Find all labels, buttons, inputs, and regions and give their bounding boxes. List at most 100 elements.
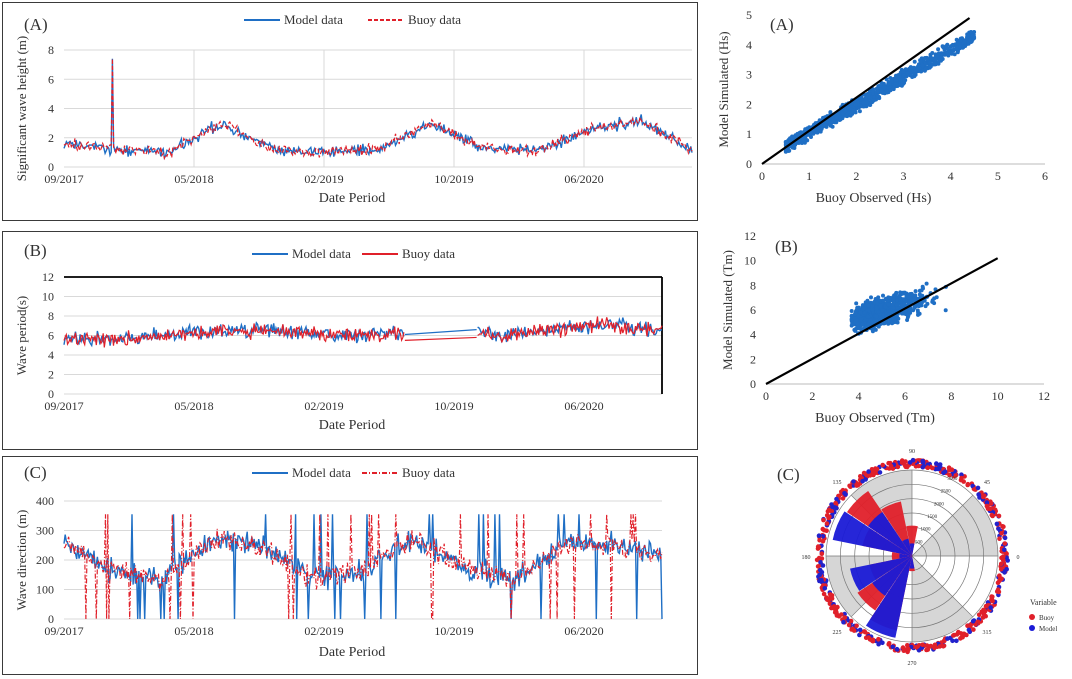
y-axis-title: Significant wave height (m) — [14, 36, 29, 182]
polar-rim-point — [981, 494, 986, 500]
scatter-point — [894, 75, 899, 80]
polar-radial-label: 3000 — [947, 477, 958, 482]
polar-rim-point — [824, 595, 829, 600]
scatter-point — [861, 306, 866, 311]
polar-rim-point — [816, 533, 822, 538]
scatter-point — [913, 68, 918, 73]
polar-rim-point — [954, 638, 959, 644]
panel-label: (B) — [24, 241, 47, 260]
scatter-point — [877, 84, 882, 88]
scatter-point — [874, 307, 879, 311]
polar-rim-point — [996, 589, 1002, 595]
polar-rim-point — [989, 501, 994, 506]
scatter-point — [905, 71, 910, 76]
y-tick-label: 200 — [36, 553, 54, 567]
scatter-point — [899, 303, 904, 308]
polar-rim-point — [932, 642, 938, 648]
legend-buoy-label: Buoy data — [402, 465, 455, 480]
x-tick-label: 05/2018 — [174, 399, 213, 413]
polar-rim-point — [832, 606, 837, 612]
x-axis-title: Date Period — [319, 191, 385, 206]
scatter-point — [929, 56, 934, 61]
polar-radial-label: 1000 — [920, 528, 931, 533]
series-model-line — [477, 316, 663, 344]
x-tick-label: 06/2020 — [564, 624, 603, 638]
scatter-point — [925, 57, 930, 62]
scatter-point — [939, 55, 944, 60]
scatter-point — [920, 293, 925, 298]
x-tick-label: 6 — [1042, 169, 1048, 183]
panel-label: (C) — [24, 463, 47, 482]
scatter-point — [809, 135, 813, 139]
y-tick-label: 10 — [744, 254, 756, 268]
scatter-point — [886, 298, 890, 303]
y-tick-label: 0 — [746, 157, 752, 171]
scatter-point — [948, 51, 953, 56]
rose-bar-model — [832, 511, 912, 556]
y-tick-label: 100 — [36, 583, 54, 597]
polar-rim-point — [842, 491, 847, 496]
polar-rim-point — [945, 636, 950, 641]
polar-rim-point — [820, 563, 826, 568]
polar-rim-point — [916, 463, 921, 469]
legend-buoy-swatch — [1029, 614, 1035, 620]
y-tick-label: 0 — [48, 387, 54, 401]
x-tick-label: 10/2019 — [434, 172, 473, 186]
scatter-point — [901, 69, 906, 74]
legend-model-label: Model data — [292, 465, 351, 480]
x-tick-label: 10/2019 — [434, 399, 473, 413]
series-buoy-line — [63, 58, 693, 161]
x-axis-title: Date Period — [319, 645, 385, 660]
y-tick-label: 12 — [744, 229, 756, 243]
scatter-point — [876, 310, 881, 314]
scatter-point — [858, 310, 863, 315]
scatter-point — [895, 298, 899, 303]
polar-rim-point — [869, 467, 875, 472]
scatter-point — [903, 309, 908, 314]
y-tick-label: 300 — [36, 524, 54, 538]
scatter-point — [956, 41, 961, 46]
scatter-point — [927, 64, 932, 69]
polar-rim-points — [814, 457, 1010, 655]
polar-rim-point — [877, 470, 883, 475]
legend-title: Variable — [1030, 598, 1057, 607]
y-tick-label: 0 — [48, 160, 54, 174]
scatter-point — [862, 104, 867, 109]
scatter-point — [863, 303, 868, 308]
polar-rim-point — [942, 638, 947, 644]
scatter-point — [923, 61, 928, 66]
polar-rim-point — [920, 458, 925, 464]
y-tick-label: 4 — [746, 38, 752, 52]
scatter-point — [854, 301, 859, 306]
polar-rim-point — [821, 527, 827, 533]
y-tick-label: 2 — [746, 97, 752, 111]
polar-rim-point — [876, 641, 881, 647]
rose-bar-model — [909, 543, 915, 556]
scatter-point — [865, 100, 870, 105]
polar-radial-label: 2500 — [941, 490, 952, 495]
scatter-point — [809, 131, 814, 136]
x-tick-label: 6 — [902, 389, 908, 403]
rose-bar-model — [902, 538, 912, 556]
rose-bar-buoy — [906, 525, 918, 556]
polar-rim-point — [817, 567, 823, 573]
scatter-point — [899, 83, 904, 88]
polar-rim-point — [851, 628, 857, 633]
scatter-point — [888, 88, 893, 93]
x-tick-label: 8 — [948, 389, 954, 403]
polar-rim-point — [1001, 554, 1006, 559]
y-tick-label: 2 — [750, 352, 756, 366]
panel-label: (B) — [775, 237, 798, 256]
x-tick-label: 06/2020 — [564, 172, 603, 186]
x-tick-label: 10/2019 — [434, 624, 473, 638]
scatter-point — [911, 65, 916, 70]
scatter-point — [843, 109, 848, 114]
y-tick-label: 6 — [48, 72, 54, 86]
series-buoy-line — [63, 323, 405, 348]
scatter-point — [965, 34, 970, 39]
scatter-point — [886, 321, 891, 326]
legend-model-swatch — [1029, 625, 1035, 631]
polar-rim-point — [966, 627, 972, 633]
scatter-point — [892, 318, 897, 323]
